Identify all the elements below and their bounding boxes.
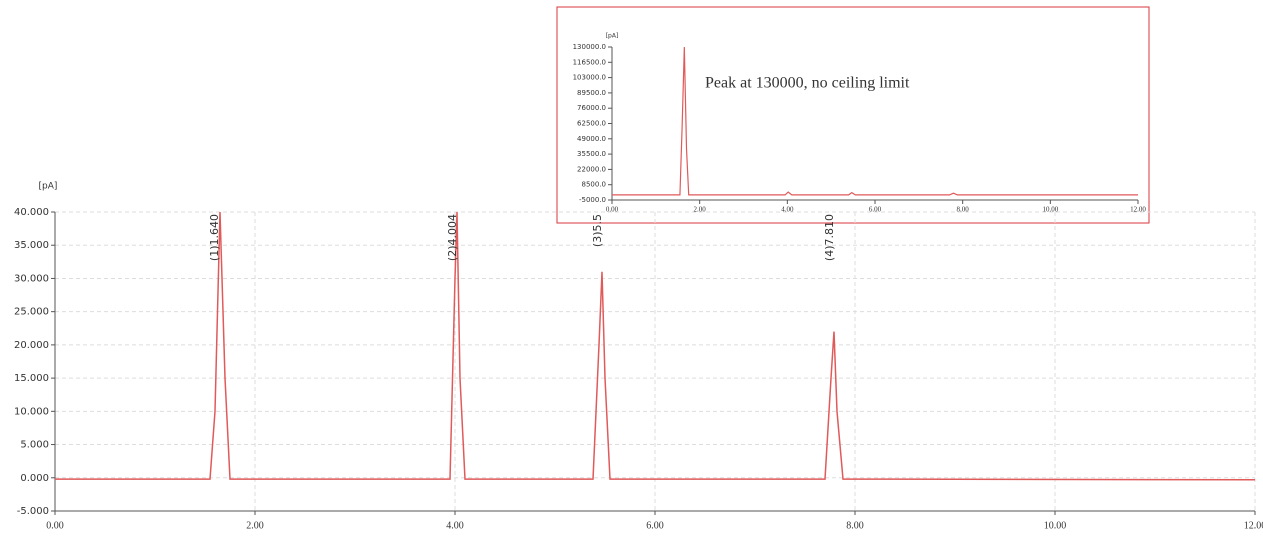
y-tick-label: 20.000 [14,340,49,351]
plot: [pA] 40.000 35.000 30.000 25.000 20.000 15.000… [14,182,1263,532]
y-tick-label: 30.000 [14,273,49,284]
y-tick-label: 130000.0 [573,43,606,51]
plot: [pA]130000.0 116500.0 103000.0 89500.0 76000… [573,33,1147,214]
y-tick-label: 35500.0 [577,150,606,158]
x-tick-label: 6.00 [869,206,882,214]
x-tick-label: 2.00 [694,206,707,214]
y-tick-label: 5.000 [20,440,49,451]
x-tick-label: 0.00 [606,206,619,214]
y-tick-label: 76000.0 [577,104,606,112]
y-tick-label: 62500.0 [577,120,606,128]
peak-label: (3)5.5 [591,214,604,247]
y-tick-label: 35.000 [14,240,49,251]
y-tick-label: 10.000 [14,406,49,417]
x-tick-label: 10.00 [1044,520,1067,531]
y-axis-label: [pA] [606,33,619,40]
x-tick-label: 2.00 [246,520,264,531]
y-axis-label: [pA] [39,182,58,192]
y-tick-label: 89500.0 [577,89,606,97]
y-tick-label: -5.000 [17,506,49,517]
y-tick-label: 49000.0 [577,135,606,143]
x-tick-label: 12.00 [1130,206,1146,214]
y-tick-label: 40.000 [14,207,49,218]
y-tick-label: 22000.0 [577,165,606,173]
y-tick-label: 0.000 [20,473,49,484]
trace-line [612,46,1138,196]
y-tick-label: -5000.0 [579,196,606,204]
y-tick-label: 15.000 [14,373,49,384]
x-tick-label: 6.00 [646,520,664,531]
x-tick-label: 8.00 [957,206,970,214]
x-tick-label: 8.00 [846,520,864,531]
y-tick-label: 116500.0 [573,58,606,66]
x-tick-label: 10.00 [1042,206,1058,214]
peak-label: (1)1.640 [208,214,221,261]
peak-label: (2)4.004 [446,214,459,261]
x-tick-label: 4.00 [781,206,794,214]
annotation: Peak at 130000, no ceiling limit [705,75,910,92]
x-tick-label: 12.00 [1244,520,1263,531]
y-tick-label: 8500.0 [582,181,607,189]
y-tick-label: 25.000 [14,307,49,318]
x-tick-label: 0.00 [46,520,64,531]
x-tick-label: 4.00 [446,520,464,531]
peak-label: (4)7.810 [823,214,836,261]
trace-line [55,211,1256,481]
inset-frame [556,6,1150,224]
y-tick-label: 103000.0 [573,74,606,82]
